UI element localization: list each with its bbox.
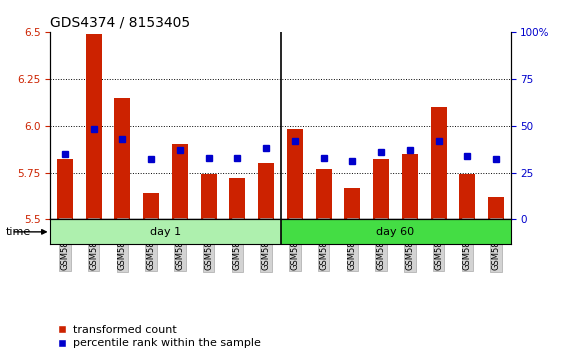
Text: day 60: day 60 xyxy=(376,227,415,237)
Bar xyxy=(201,175,217,219)
Text: GSM586105: GSM586105 xyxy=(463,219,472,270)
Text: GSM586096: GSM586096 xyxy=(204,219,213,270)
Text: day 1: day 1 xyxy=(150,227,181,237)
Bar xyxy=(114,97,130,219)
Text: GSM586093: GSM586093 xyxy=(118,219,127,270)
Bar xyxy=(373,159,389,219)
Bar xyxy=(287,130,303,219)
Text: GSM586104: GSM586104 xyxy=(434,219,443,270)
Bar xyxy=(57,159,73,219)
Bar xyxy=(258,163,274,219)
Text: GSM586095: GSM586095 xyxy=(176,219,185,270)
Bar xyxy=(172,144,188,219)
Bar xyxy=(50,219,280,244)
Text: GSM586099: GSM586099 xyxy=(291,219,300,270)
Text: GSM586101: GSM586101 xyxy=(348,219,357,270)
Bar xyxy=(86,34,102,219)
Text: GSM586091: GSM586091 xyxy=(61,219,70,270)
Text: time: time xyxy=(6,227,31,237)
Text: GSM586103: GSM586103 xyxy=(406,219,415,270)
Bar xyxy=(431,107,447,219)
Legend: transformed count, percentile rank within the sample: transformed count, percentile rank withi… xyxy=(56,325,261,348)
Text: GSM586097: GSM586097 xyxy=(233,219,242,270)
Text: GSM586102: GSM586102 xyxy=(376,219,385,270)
Bar xyxy=(316,169,332,219)
Text: GSM586094: GSM586094 xyxy=(146,219,155,270)
Bar xyxy=(459,175,475,219)
Bar xyxy=(280,219,511,244)
Text: GSM586106: GSM586106 xyxy=(491,219,500,270)
Bar xyxy=(143,193,159,219)
Bar xyxy=(488,197,504,219)
Text: GSM586098: GSM586098 xyxy=(261,219,270,270)
Bar xyxy=(402,154,418,219)
Text: GDS4374 / 8153405: GDS4374 / 8153405 xyxy=(50,15,191,29)
Text: GSM586092: GSM586092 xyxy=(89,219,98,270)
Text: GSM586100: GSM586100 xyxy=(319,219,328,270)
Bar xyxy=(344,188,360,219)
Bar xyxy=(229,178,245,219)
